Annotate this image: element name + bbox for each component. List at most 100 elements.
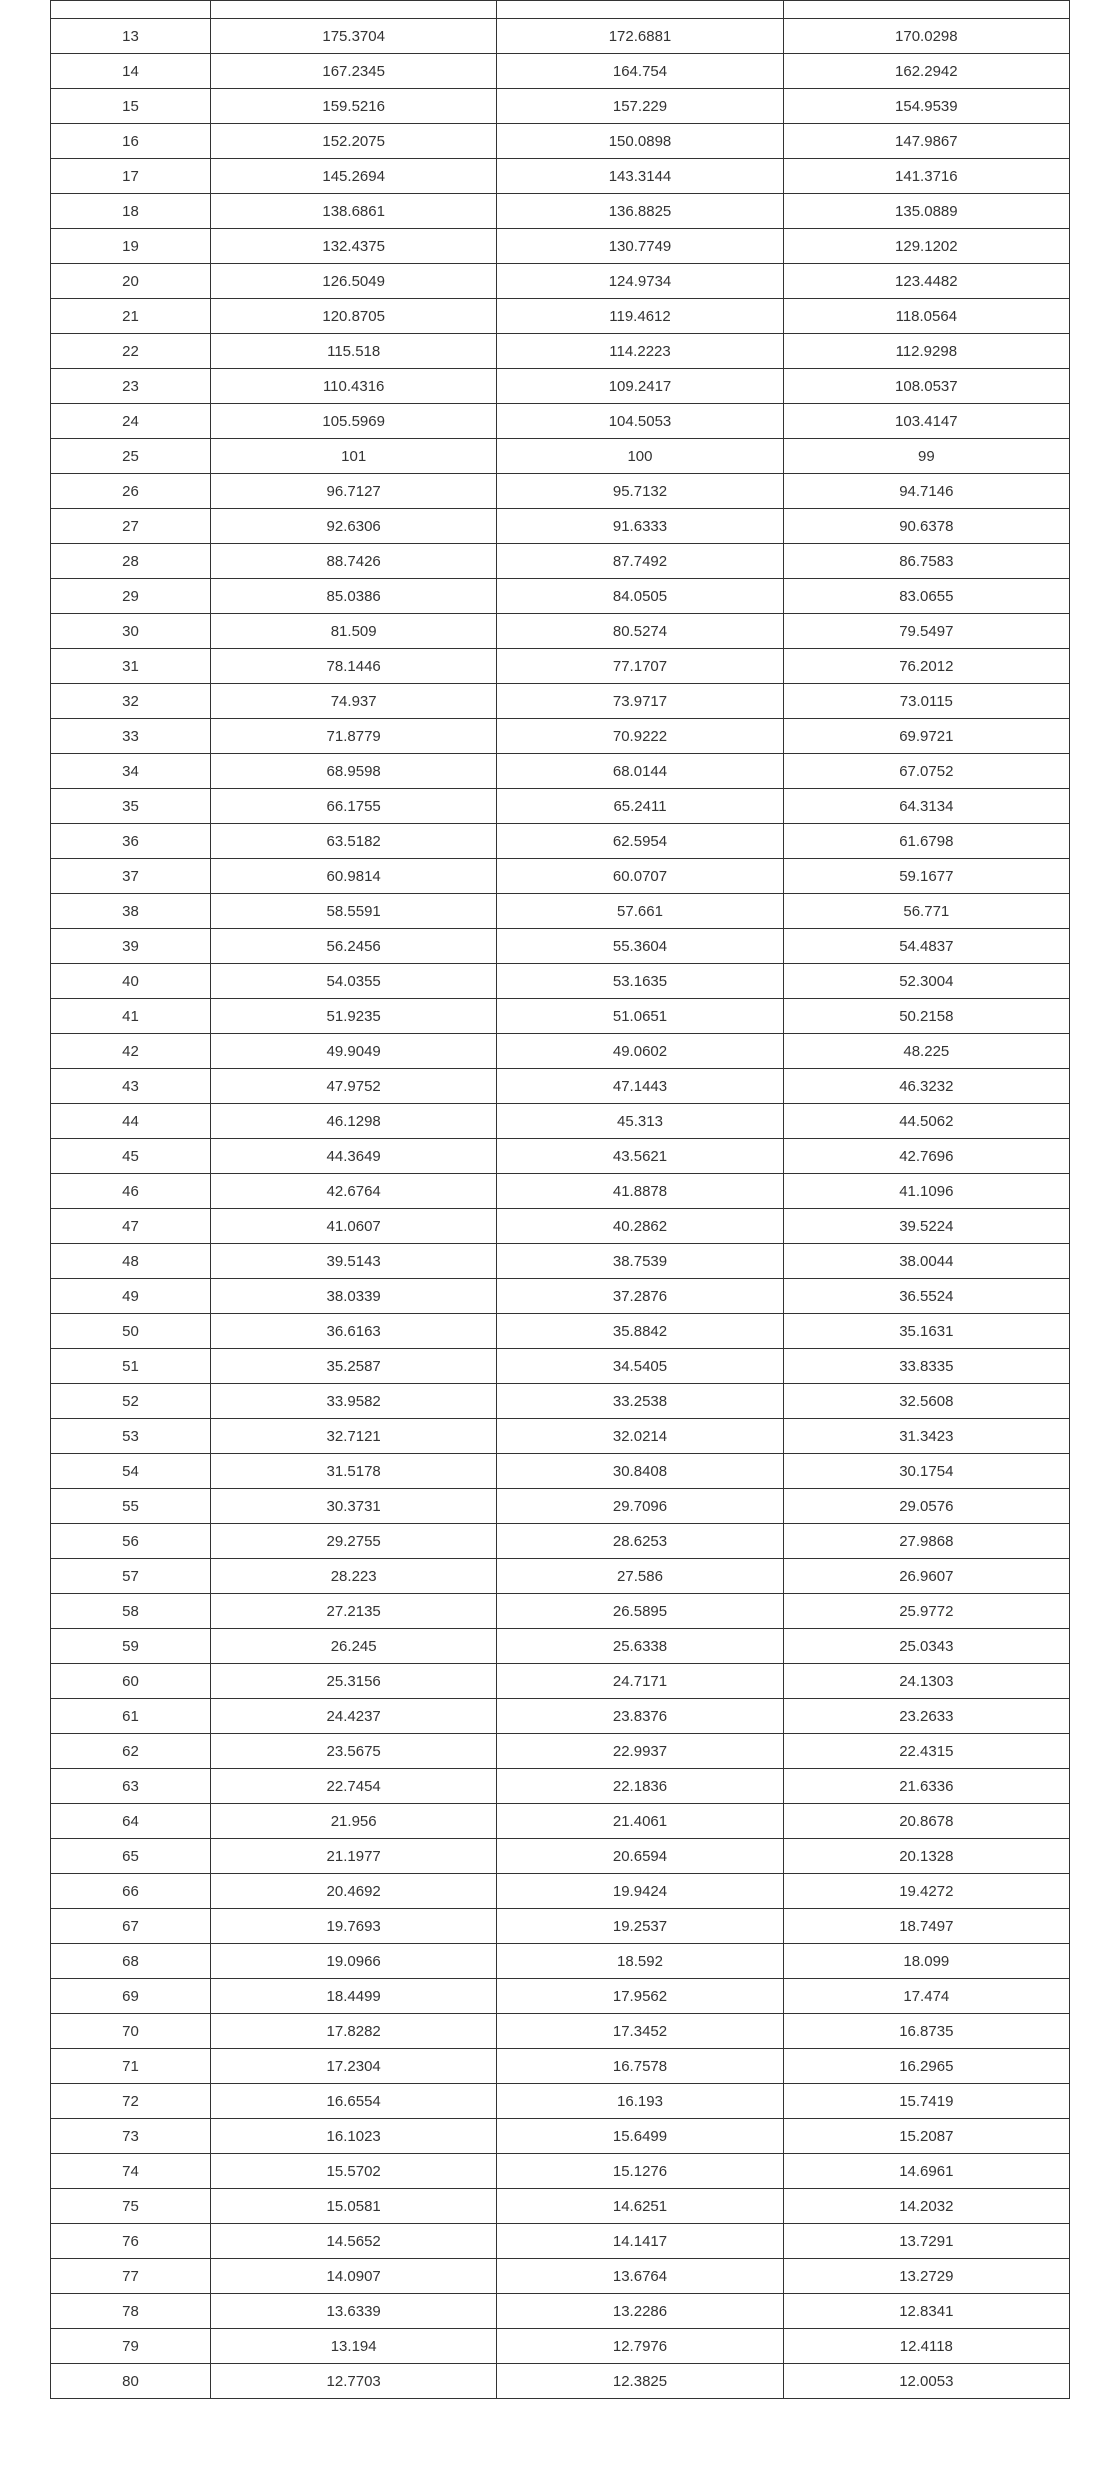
table-cell: 29.7096: [497, 1489, 783, 1524]
table-row: 4544.364943.562142.7696: [51, 1139, 1070, 1174]
table-cell: 66.1755: [211, 789, 497, 824]
table-cell: 13.2729: [783, 2259, 1069, 2294]
table-cell: 15.5702: [211, 2154, 497, 2189]
table-cell: 55: [51, 1489, 211, 1524]
table-cell: 40.2862: [497, 1209, 783, 1244]
table-row: 5728.22327.58626.9607: [51, 1559, 1070, 1594]
table-cell: 13.6764: [497, 2259, 783, 2294]
table-row: 4054.035553.163552.3004: [51, 964, 1070, 999]
table-row: 6620.469219.942419.4272: [51, 1874, 1070, 1909]
table-cell: 52: [51, 1384, 211, 1419]
table-body: 13175.3704172.6881170.029814167.2345164.…: [51, 1, 1070, 2399]
table-cell: 35.8842: [497, 1314, 783, 1349]
table-cell: 36.6163: [211, 1314, 497, 1349]
table-row: 4151.923551.065150.2158: [51, 999, 1070, 1034]
table-cell: 105.5969: [211, 404, 497, 439]
table-cell: 87.7492: [497, 544, 783, 579]
table-cell: 58: [51, 1594, 211, 1629]
table-cell: 15.6499: [497, 2119, 783, 2154]
table-cell: 21.6336: [783, 1769, 1069, 1804]
table-cell: 13: [51, 19, 211, 54]
table-cell: 38.0044: [783, 1244, 1069, 1279]
table-row: 7017.828217.345216.8735: [51, 2014, 1070, 2049]
table-cell: 20.4692: [211, 1874, 497, 1909]
table-cell: 16.6554: [211, 2084, 497, 2119]
table-row: 5431.517830.840830.1754: [51, 1454, 1070, 1489]
table-row: 24105.5969104.5053103.4147: [51, 404, 1070, 439]
table-cell: 33.2538: [497, 1384, 783, 1419]
table-cell: 101: [211, 439, 497, 474]
table-cell: 42.7696: [783, 1139, 1069, 1174]
table-cell: 12.7703: [211, 2364, 497, 2399]
table-cell: 56.771: [783, 894, 1069, 929]
table-cell: 41: [51, 999, 211, 1034]
table-cell: 28.6253: [497, 1524, 783, 1559]
table-cell: 13.194: [211, 2329, 497, 2364]
table-row: 4249.904949.060248.225: [51, 1034, 1070, 1069]
table-row: 5233.958233.253832.5608: [51, 1384, 1070, 1419]
table-cell: 73.9717: [497, 684, 783, 719]
table-cell: 162.2942: [783, 54, 1069, 89]
table-row: 6719.769319.253718.7497: [51, 1909, 1070, 1944]
table-cell: 39.5224: [783, 1209, 1069, 1244]
table-cell: 75: [51, 2189, 211, 2224]
header-cell: [211, 1, 497, 19]
table-row: 5629.275528.625327.9868: [51, 1524, 1070, 1559]
table-cell: 42.6764: [211, 1174, 497, 1209]
table-cell: 41.1096: [783, 1174, 1069, 1209]
table-cell: 52.3004: [783, 964, 1069, 999]
table-cell: 46.1298: [211, 1104, 497, 1139]
table-cell: 64: [51, 1804, 211, 1839]
table-cell: 90.6378: [783, 509, 1069, 544]
table-row: 6322.745422.183621.6336: [51, 1769, 1070, 1804]
table-cell: 154.9539: [783, 89, 1069, 124]
table-cell: 110.4316: [211, 369, 497, 404]
table-cell: 108.0537: [783, 369, 1069, 404]
table-cell: 24.4237: [211, 1699, 497, 1734]
table-row: 18138.6861136.8825135.0889: [51, 194, 1070, 229]
table-cell: 164.754: [497, 54, 783, 89]
table-row: 4347.975247.144346.3232: [51, 1069, 1070, 1104]
table-cell: 26.5895: [497, 1594, 783, 1629]
table-cell: 85.0386: [211, 579, 497, 614]
table-cell: 124.9734: [497, 264, 783, 299]
table-cell: 20: [51, 264, 211, 299]
table-cell: 35.2587: [211, 1349, 497, 1384]
table-cell: 50.2158: [783, 999, 1069, 1034]
data-table: 13175.3704172.6881170.029814167.2345164.…: [50, 0, 1070, 2399]
table-row: 3274.93773.971773.0115: [51, 684, 1070, 719]
table-cell: 49: [51, 1279, 211, 1314]
table-cell: 23.2633: [783, 1699, 1069, 1734]
table-cell: 25.9772: [783, 1594, 1069, 1629]
table-cell: 16: [51, 124, 211, 159]
table-row: 22115.518114.2223112.9298: [51, 334, 1070, 369]
table-cell: 42: [51, 1034, 211, 1069]
table-cell: 14.6251: [497, 2189, 783, 2224]
table-row: 7117.230416.757816.2965: [51, 2049, 1070, 2084]
table-cell: 120.8705: [211, 299, 497, 334]
table-cell: 66: [51, 1874, 211, 1909]
table-cell: 30: [51, 614, 211, 649]
table-cell: 14: [51, 54, 211, 89]
table-row: 3858.559157.66156.771: [51, 894, 1070, 929]
table-cell: 15.1276: [497, 2154, 783, 2189]
table-cell: 21.956: [211, 1804, 497, 1839]
header-cell: [497, 1, 783, 19]
table-cell: 61: [51, 1699, 211, 1734]
table-cell: 95.7132: [497, 474, 783, 509]
table-cell: 68: [51, 1944, 211, 1979]
table-cell: 141.3716: [783, 159, 1069, 194]
table-cell: 46: [51, 1174, 211, 1209]
table-cell: 30.1754: [783, 1454, 1069, 1489]
table-cell: 15.7419: [783, 2084, 1069, 2119]
table-cell: 53: [51, 1419, 211, 1454]
table-cell: 18.7497: [783, 1909, 1069, 1944]
table-cell: 69.9721: [783, 719, 1069, 754]
table-cell: 39.5143: [211, 1244, 497, 1279]
table-row: 7714.090713.676413.2729: [51, 2259, 1070, 2294]
table-row: 6918.449917.956217.474: [51, 1979, 1070, 2014]
table-cell: 78.1446: [211, 649, 497, 684]
table-cell: 39: [51, 929, 211, 964]
table-cell: 23.5675: [211, 1734, 497, 1769]
table-row: 7515.058114.625114.2032: [51, 2189, 1070, 2224]
